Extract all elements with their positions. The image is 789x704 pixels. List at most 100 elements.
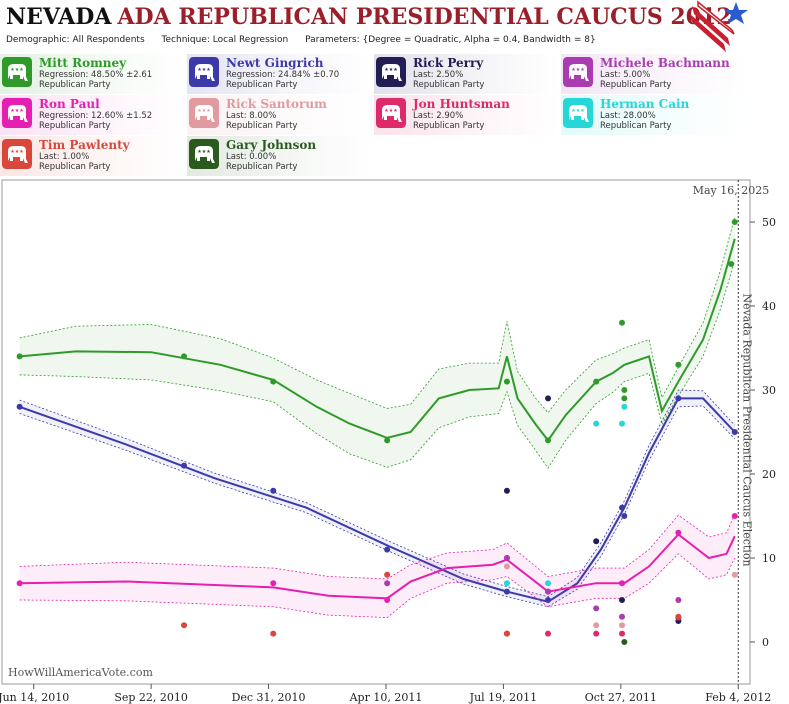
poll-point-ron-paul bbox=[270, 580, 277, 587]
poll-point-ron-paul bbox=[16, 580, 23, 587]
legend-party: Republican Party bbox=[39, 121, 111, 131]
legend-name: Tim Pawlenty bbox=[39, 138, 130, 152]
y-tick-label: 20 bbox=[762, 468, 776, 481]
poll-point-ron-paul bbox=[384, 597, 391, 603]
legend-item-rick-santorum: ★★★ Rick Santorum Last: 8.00% Republican Pa… bbox=[187, 95, 373, 135]
legend-stat: Regression: 12.60% ±1.52 bbox=[39, 111, 153, 121]
poll-point-newt-gingrich bbox=[731, 429, 738, 435]
legend-name: Mitt Romney bbox=[39, 56, 127, 70]
parameters-key: Parameters: bbox=[305, 35, 360, 45]
poll-point-rick-perry bbox=[593, 538, 600, 545]
elephant-icon: ★★★ bbox=[563, 98, 593, 128]
legend-party: Republican Party bbox=[600, 80, 672, 90]
svg-text:★★★: ★★★ bbox=[10, 67, 24, 73]
legend-name: Ron Paul bbox=[39, 97, 100, 111]
technique-key: Technique: bbox=[161, 35, 210, 45]
svg-text:★★★: ★★★ bbox=[10, 108, 24, 114]
y-tick-label: 50 bbox=[762, 216, 776, 229]
elephant-icon: ★★★ bbox=[2, 57, 32, 87]
poll-point-herman-cain bbox=[619, 420, 626, 427]
elephant-icon: ★★★ bbox=[189, 98, 219, 128]
legend-name: Newt Gingrich bbox=[226, 56, 324, 70]
legend-party: Republican Party bbox=[600, 121, 672, 131]
poll-point-herman-cain bbox=[503, 580, 510, 587]
legend-item-tim-pawlenty: ★★★ Tim Pawlenty Last: 1.00% Republican Par… bbox=[0, 136, 186, 176]
legend-item-gary-johnson: ★★★ Gary Johnson Last: 0.00% Republican Par… bbox=[187, 136, 373, 176]
poll-point-mitt-romney bbox=[728, 261, 735, 267]
poll-point-michele-bachmann bbox=[384, 580, 391, 587]
legend-item-mitt-romney: ★★★ Mitt Romney Regression: 48.50% ±2.61 Re… bbox=[0, 54, 186, 94]
brand-logo bbox=[690, 0, 748, 52]
legend-item-jon-huntsman: ★★★ Jon Huntsman Last: 2.90% Republican Par… bbox=[374, 95, 560, 135]
plot-frame bbox=[1, 179, 751, 685]
poll-point-jon-huntsman bbox=[545, 630, 552, 637]
poll-point-michele-bachmann bbox=[619, 613, 626, 620]
legend-party: Republican Party bbox=[226, 80, 298, 90]
poll-point-rick-perry bbox=[545, 395, 552, 402]
parameters-value: {Degree = Quadratic, Alpha = 0.4, Bandwi… bbox=[362, 35, 596, 45]
svg-text:★★★: ★★★ bbox=[571, 67, 585, 73]
x-tick-label: Apr 10, 2011 bbox=[349, 691, 423, 704]
poll-point-tim-pawlenty bbox=[270, 630, 277, 637]
legend-name: Rick Santorum bbox=[226, 97, 327, 111]
x-tick-label: Dec 31, 2010 bbox=[232, 691, 306, 704]
poll-point-rick-santorum bbox=[619, 622, 626, 629]
poll-point-newt-gingrich bbox=[270, 487, 277, 494]
poll-point-jon-huntsman bbox=[619, 630, 626, 637]
poll-point-newt-gingrich bbox=[181, 462, 188, 469]
poll-point-mitt-romney bbox=[619, 319, 626, 326]
poll-point-newt-gingrich bbox=[675, 395, 682, 402]
poll-point-mitt-romney bbox=[621, 395, 628, 402]
demographic-value: All Respondents bbox=[72, 35, 145, 45]
y-tick-label: 0 bbox=[762, 636, 769, 649]
title-state: NEVADA bbox=[6, 4, 112, 30]
elephant-icon: ★★★ bbox=[2, 139, 32, 169]
poll-point-herman-cain bbox=[593, 420, 600, 427]
poll-point-newt-gingrich bbox=[16, 403, 23, 410]
legend-name: Jon Huntsman bbox=[413, 97, 510, 111]
elephant-icon: ★★★ bbox=[189, 139, 219, 169]
watermark: HowWillAmericaVote.com bbox=[8, 666, 153, 679]
svg-text:★★★: ★★★ bbox=[384, 67, 398, 73]
legend-stat: Last: 1.00% bbox=[39, 152, 90, 162]
elephant-icon: ★★★ bbox=[2, 98, 32, 128]
legend-party: Republican Party bbox=[39, 162, 111, 172]
legend-party: Republican Party bbox=[39, 80, 111, 90]
poll-point-michele-bachmann bbox=[503, 555, 510, 561]
poll-point-ron-paul bbox=[731, 513, 738, 519]
legend-stat: Last: 8.00% bbox=[226, 111, 277, 121]
parameters-line: Demographic: All Respondents Technique: … bbox=[6, 35, 596, 45]
poll-point-mitt-romney bbox=[503, 378, 510, 385]
elephant-icon: ★★★ bbox=[376, 98, 406, 128]
confidence-band bbox=[19, 216, 735, 469]
poll-point-mitt-romney bbox=[545, 437, 552, 444]
legend-item-herman-cain: ★★★ Herman Cain Last: 28.00% Republican Par… bbox=[561, 95, 747, 135]
poll-point-mitt-romney bbox=[270, 378, 277, 385]
x-tick-label: Sep 22, 2010 bbox=[114, 691, 188, 704]
poll-point-newt-gingrich bbox=[384, 546, 391, 553]
legend-party: Republican Party bbox=[413, 80, 485, 90]
poll-chart: 0 10 20 30 40 50 Jun 14, 2010 Sep 22, 2010 Dec 3… bbox=[0, 179, 776, 704]
svg-text:★★★: ★★★ bbox=[197, 67, 211, 73]
poll-point-rick-perry bbox=[619, 597, 626, 603]
election-label: Nevada Republican Presidential Caucus El… bbox=[740, 293, 753, 566]
regression-line bbox=[19, 238, 736, 443]
poll-point-ron-paul bbox=[619, 580, 626, 587]
band-upper bbox=[19, 389, 736, 598]
poll-point-newt-gingrich bbox=[503, 588, 510, 595]
x-tick-label: Jun 14, 2010 bbox=[0, 691, 69, 704]
poll-point-tim-pawlenty bbox=[675, 613, 682, 620]
poll-point-mitt-romney bbox=[593, 378, 600, 385]
poll-point-mitt-romney bbox=[675, 361, 682, 368]
poll-point-tim-pawlenty bbox=[384, 571, 391, 578]
poll-point-mitt-romney bbox=[181, 353, 188, 360]
poll-point-jon-huntsman bbox=[593, 630, 600, 637]
elephant-icon: ★★★ bbox=[563, 57, 593, 87]
title-rest: ADA REPUBLICAN PRESIDENTIAL CAUCUS 2012 bbox=[117, 4, 732, 30]
legend-stat: Last: 2.50% bbox=[413, 70, 464, 80]
poll-point-newt-gingrich bbox=[545, 597, 552, 603]
poll-point-mitt-romney bbox=[16, 353, 23, 360]
confidence-band bbox=[19, 514, 735, 618]
legend-item-ron-paul: ★★★ Ron Paul Regression: 12.60% ±1.52 Repub… bbox=[0, 95, 186, 135]
demographic-key: Demographic: bbox=[6, 35, 70, 45]
